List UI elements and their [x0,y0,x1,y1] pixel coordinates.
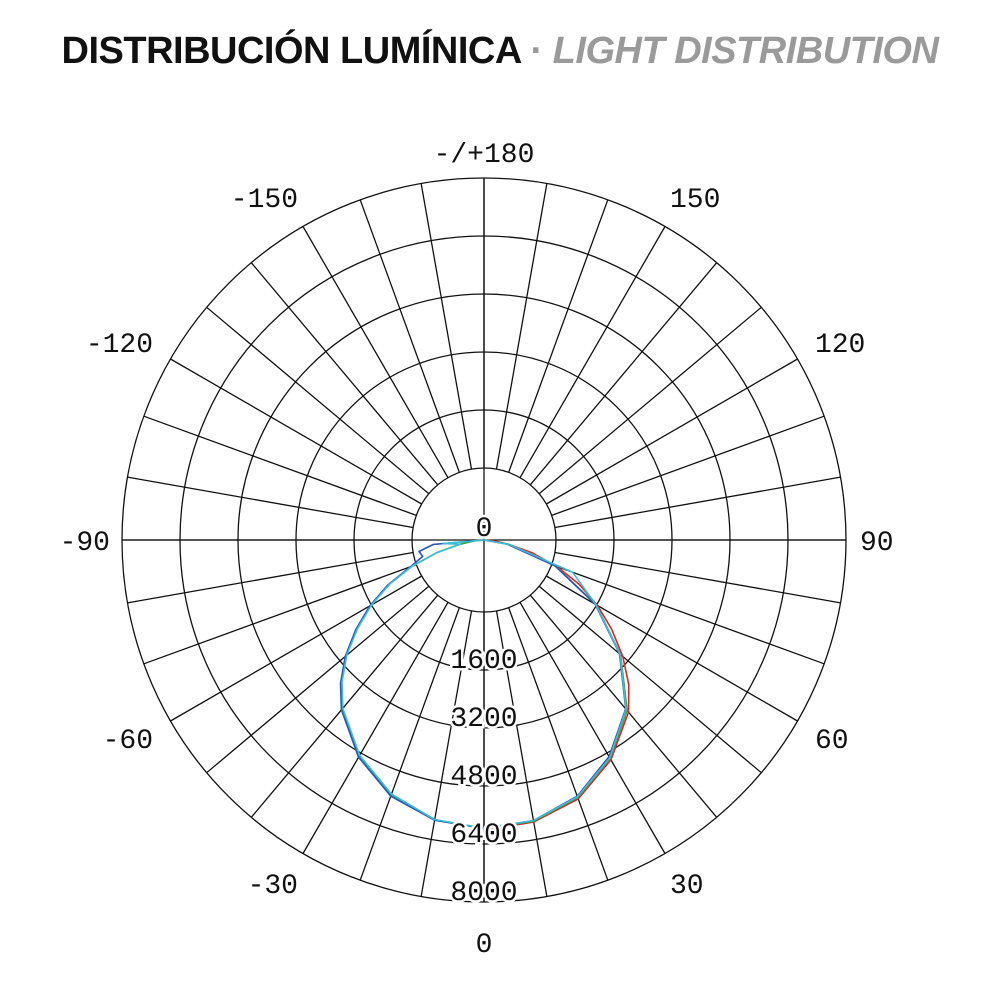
angle-label: 90 [860,528,894,559]
grid-spoke [551,564,825,665]
grid-spoke [359,607,460,881]
angle-label: -/+180 [434,140,535,171]
grid-spoke [359,199,460,473]
grid-spoke [420,610,473,897]
angle-label: -120 [86,330,153,361]
grid-spoke [538,306,762,495]
grid-spoke [250,594,439,818]
grid-spoke [495,183,548,470]
angle-label: 60 [815,726,849,757]
grid-spoke [529,594,718,818]
radial-label: 1600 [450,646,517,677]
angle-label: -30 [248,871,298,902]
radial-label: 3200 [450,704,517,735]
labels-layer: -/+180 -150 150 -120 120 -90 90 -60 60 -30 30 0 0 160… [60,140,894,961]
grid-spoke [127,551,414,604]
angle-label: 150 [670,185,720,216]
grid-spoke [206,306,430,495]
angle-label: 0 [476,930,493,961]
radial-label: 8000 [450,878,517,909]
grid-spoke [495,610,548,897]
angle-label: 120 [815,330,865,361]
grid-spoke [127,476,414,529]
grid-spoke [529,262,718,486]
angle-label: -150 [231,185,298,216]
series-line-4 [341,539,627,829]
grid-spoke [302,226,449,478]
grid-spoke [170,358,422,505]
angle-label: -90 [60,528,110,559]
radial-label: 6400 [450,820,517,851]
grid-spoke [551,415,825,516]
polar-grid [121,177,847,903]
grid-spoke [420,183,473,470]
grid-spoke [519,226,666,478]
grid-spoke [519,602,666,854]
grid-spoke [546,575,798,722]
curves-layer [339,539,630,831]
title-separator: · [530,30,543,72]
grid-spoke [546,358,798,505]
angle-label: -60 [103,726,153,757]
chart-title: DISTRIBUCIÓN LUMÍNICA · LIGHT DISTRIBUTI… [0,30,1000,73]
radial-label: 4800 [450,762,517,793]
grid-spoke [554,476,841,529]
grid-spoke [302,602,449,854]
grid-spoke [538,585,762,774]
angle-label: 30 [670,871,704,902]
radial-label: 0 [476,514,493,545]
grid-spoke [508,607,609,881]
grid-spoke [508,199,609,473]
grid-spoke [554,551,841,604]
grid-spoke [250,262,439,486]
title-sub: LIGHT DISTRIBUTION [552,30,939,72]
grid-spoke [206,585,430,774]
grid-spoke [170,575,422,722]
title-main: DISTRIBUCIÓN LUMÍNICA [61,30,521,72]
grid-spoke [143,564,417,665]
grid-spoke [143,415,417,516]
